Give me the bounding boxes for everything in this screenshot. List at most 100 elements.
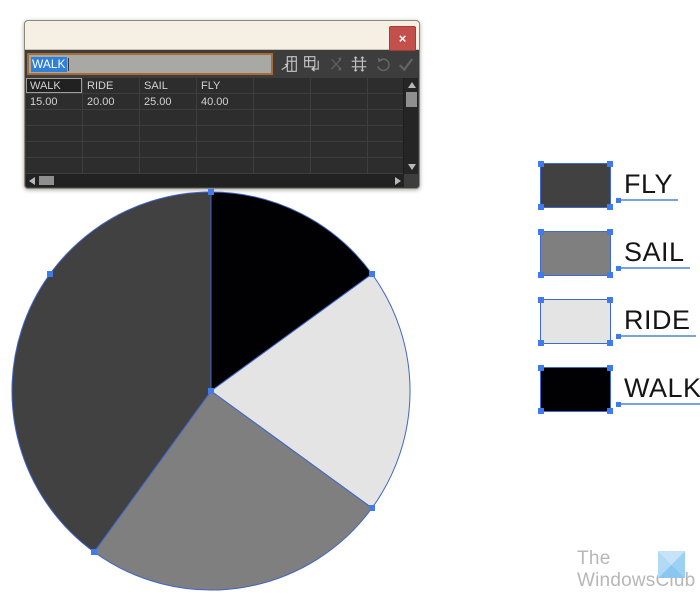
- table-cell-r4-c4[interactable]: [254, 142, 311, 158]
- anchor-point[interactable]: [607, 340, 613, 346]
- table-cell-r1-c2[interactable]: 25.00: [140, 94, 197, 110]
- table-cell-r4-c0[interactable]: [26, 142, 83, 158]
- table-cell-r1-c4[interactable]: [254, 94, 311, 110]
- table-cell-r0-c2[interactable]: SAIL: [140, 78, 197, 94]
- anchor-point[interactable]: [538, 340, 544, 346]
- table-cell-r3-c4[interactable]: [254, 126, 311, 142]
- legend-label-fly[interactable]: FLY: [615, 169, 679, 204]
- table-cell-r0-c6[interactable]: [368, 78, 404, 94]
- anchor-point[interactable]: [538, 408, 544, 414]
- hscroll-thumb[interactable]: [39, 176, 54, 185]
- table-cell-r3-c3[interactable]: [197, 126, 254, 142]
- graph-data-toolbar: WALK: [25, 50, 419, 78]
- table-cell-r4-c5[interactable]: [311, 142, 368, 158]
- vertical-scrollbar[interactable]: [403, 78, 418, 174]
- close-button[interactable]: ×: [389, 26, 416, 51]
- anchor-point[interactable]: [538, 297, 544, 303]
- anchor-point[interactable]: [369, 271, 375, 277]
- table-cell-r1-c0[interactable]: 15.00: [26, 94, 83, 110]
- pie-slice-fly[interactable]: [11, 191, 212, 553]
- anchor-point[interactable]: [538, 161, 544, 167]
- table-cell-r5-c2[interactable]: [140, 158, 197, 174]
- table-cell-r5-c6[interactable]: [368, 158, 404, 174]
- table-cell-r3-c0[interactable]: [26, 126, 83, 142]
- table-cell-r4-c3[interactable]: [197, 142, 254, 158]
- table-cell-r4-c2[interactable]: [140, 142, 197, 158]
- legend-swatch-ride[interactable]: [538, 297, 613, 346]
- table-cell-r1-c5[interactable]: [311, 94, 368, 110]
- horizontal-scrollbar[interactable]: [26, 174, 404, 187]
- watermark: The WindowsClub: [577, 548, 695, 592]
- anchor-point[interactable]: [538, 229, 544, 235]
- anchor-point[interactable]: [208, 388, 214, 394]
- table-cell-r1-c6[interactable]: [368, 94, 404, 110]
- anchor-point[interactable]: [607, 272, 613, 278]
- table-cell-r5-c0[interactable]: [26, 158, 83, 174]
- table-cell-r5-c4[interactable]: [254, 158, 311, 174]
- table-cell-r0-c1[interactable]: RIDE: [83, 78, 140, 94]
- graph-data-window: × WALK WALK RIDE SAIL FLY 15.00 20.00 25.00 40.…: [24, 20, 420, 189]
- window-titlebar[interactable]: ×: [25, 21, 419, 51]
- table-cell-r2-c3[interactable]: [197, 110, 254, 126]
- scroll-down-icon[interactable]: [408, 164, 416, 170]
- scroll-up-icon[interactable]: [408, 82, 416, 88]
- legend-label-walk[interactable]: WALK: [616, 373, 700, 408]
- table-cell-r2-c4[interactable]: [254, 110, 311, 126]
- scroll-right-icon[interactable]: [395, 177, 401, 185]
- pie-chart: [11, 189, 411, 591]
- cell-entry-input[interactable]: WALK: [27, 53, 273, 75]
- anchor-point[interactable]: [607, 297, 613, 303]
- table-cell-r3-c2[interactable]: [140, 126, 197, 142]
- text-caret: [67, 57, 69, 71]
- table-cell-r4-c1[interactable]: [83, 142, 140, 158]
- anchor-point[interactable]: [369, 505, 375, 511]
- table-cell-r2-c1[interactable]: [83, 110, 140, 126]
- table-cell-r0-c5[interactable]: [311, 78, 368, 94]
- anchor-point[interactable]: [47, 271, 53, 277]
- table-cell-r4-c6[interactable]: [368, 142, 404, 158]
- legend-item-walk: WALK: [538, 365, 700, 414]
- anchor-point[interactable]: [538, 204, 544, 210]
- legend-label-ride[interactable]: RIDE: [616, 305, 696, 340]
- table-cell-r3-c5[interactable]: [311, 126, 368, 142]
- cell-style-icon[interactable]: [349, 54, 369, 74]
- table-cell-r2-c0[interactable]: [26, 110, 83, 126]
- pie-slice-ride[interactable]: [210, 273, 411, 509]
- table-cell-r2-c2[interactable]: [140, 110, 197, 126]
- toolbar-icons: [273, 54, 419, 74]
- table-cell-r2-c5[interactable]: [311, 110, 368, 126]
- table-cell-r3-c1[interactable]: [83, 126, 140, 142]
- anchor-point[interactable]: [607, 161, 613, 167]
- anchor-point[interactable]: [607, 204, 613, 210]
- revert-icon: [373, 54, 393, 74]
- legend-swatch-walk[interactable]: [538, 365, 613, 414]
- pie-slice-walk[interactable]: [210, 191, 373, 392]
- legend-item-fly: FLY: [538, 161, 700, 210]
- table-cell-r5-c1[interactable]: [83, 158, 140, 174]
- table-cell-r0-c0[interactable]: WALK: [26, 78, 83, 94]
- legend-label-sail[interactable]: SAIL: [616, 237, 690, 272]
- vscroll-thumb[interactable]: [406, 92, 417, 107]
- legend-swatch-fly[interactable]: [538, 161, 613, 210]
- import-data-icon[interactable]: [279, 54, 299, 74]
- table-cell-r5-c3[interactable]: [197, 158, 254, 174]
- scroll-left-icon[interactable]: [29, 177, 35, 185]
- table-cell-r5-c5[interactable]: [311, 158, 368, 174]
- table-cell-r2-c6[interactable]: [368, 110, 404, 126]
- anchor-point[interactable]: [607, 365, 613, 371]
- anchor-point[interactable]: [607, 408, 613, 414]
- anchor-point[interactable]: [91, 549, 97, 555]
- table-cell-r1-c1[interactable]: 20.00: [83, 94, 140, 110]
- legend-swatch-sail[interactable]: [538, 229, 613, 278]
- anchor-point[interactable]: [538, 272, 544, 278]
- table-cell-r1-c3[interactable]: 40.00: [197, 94, 254, 110]
- anchor-point[interactable]: [538, 365, 544, 371]
- transpose-icon[interactable]: [302, 54, 322, 74]
- anchor-point[interactable]: [208, 189, 214, 195]
- table-cell-r3-c6[interactable]: [368, 126, 404, 142]
- pie-slice-sail[interactable]: [93, 390, 373, 591]
- table-cell-r0-c4[interactable]: [254, 78, 311, 94]
- anchor-point[interactable]: [607, 229, 613, 235]
- table-cell-r0-c3[interactable]: FLY: [197, 78, 254, 94]
- watermark-line1: The: [577, 548, 611, 569]
